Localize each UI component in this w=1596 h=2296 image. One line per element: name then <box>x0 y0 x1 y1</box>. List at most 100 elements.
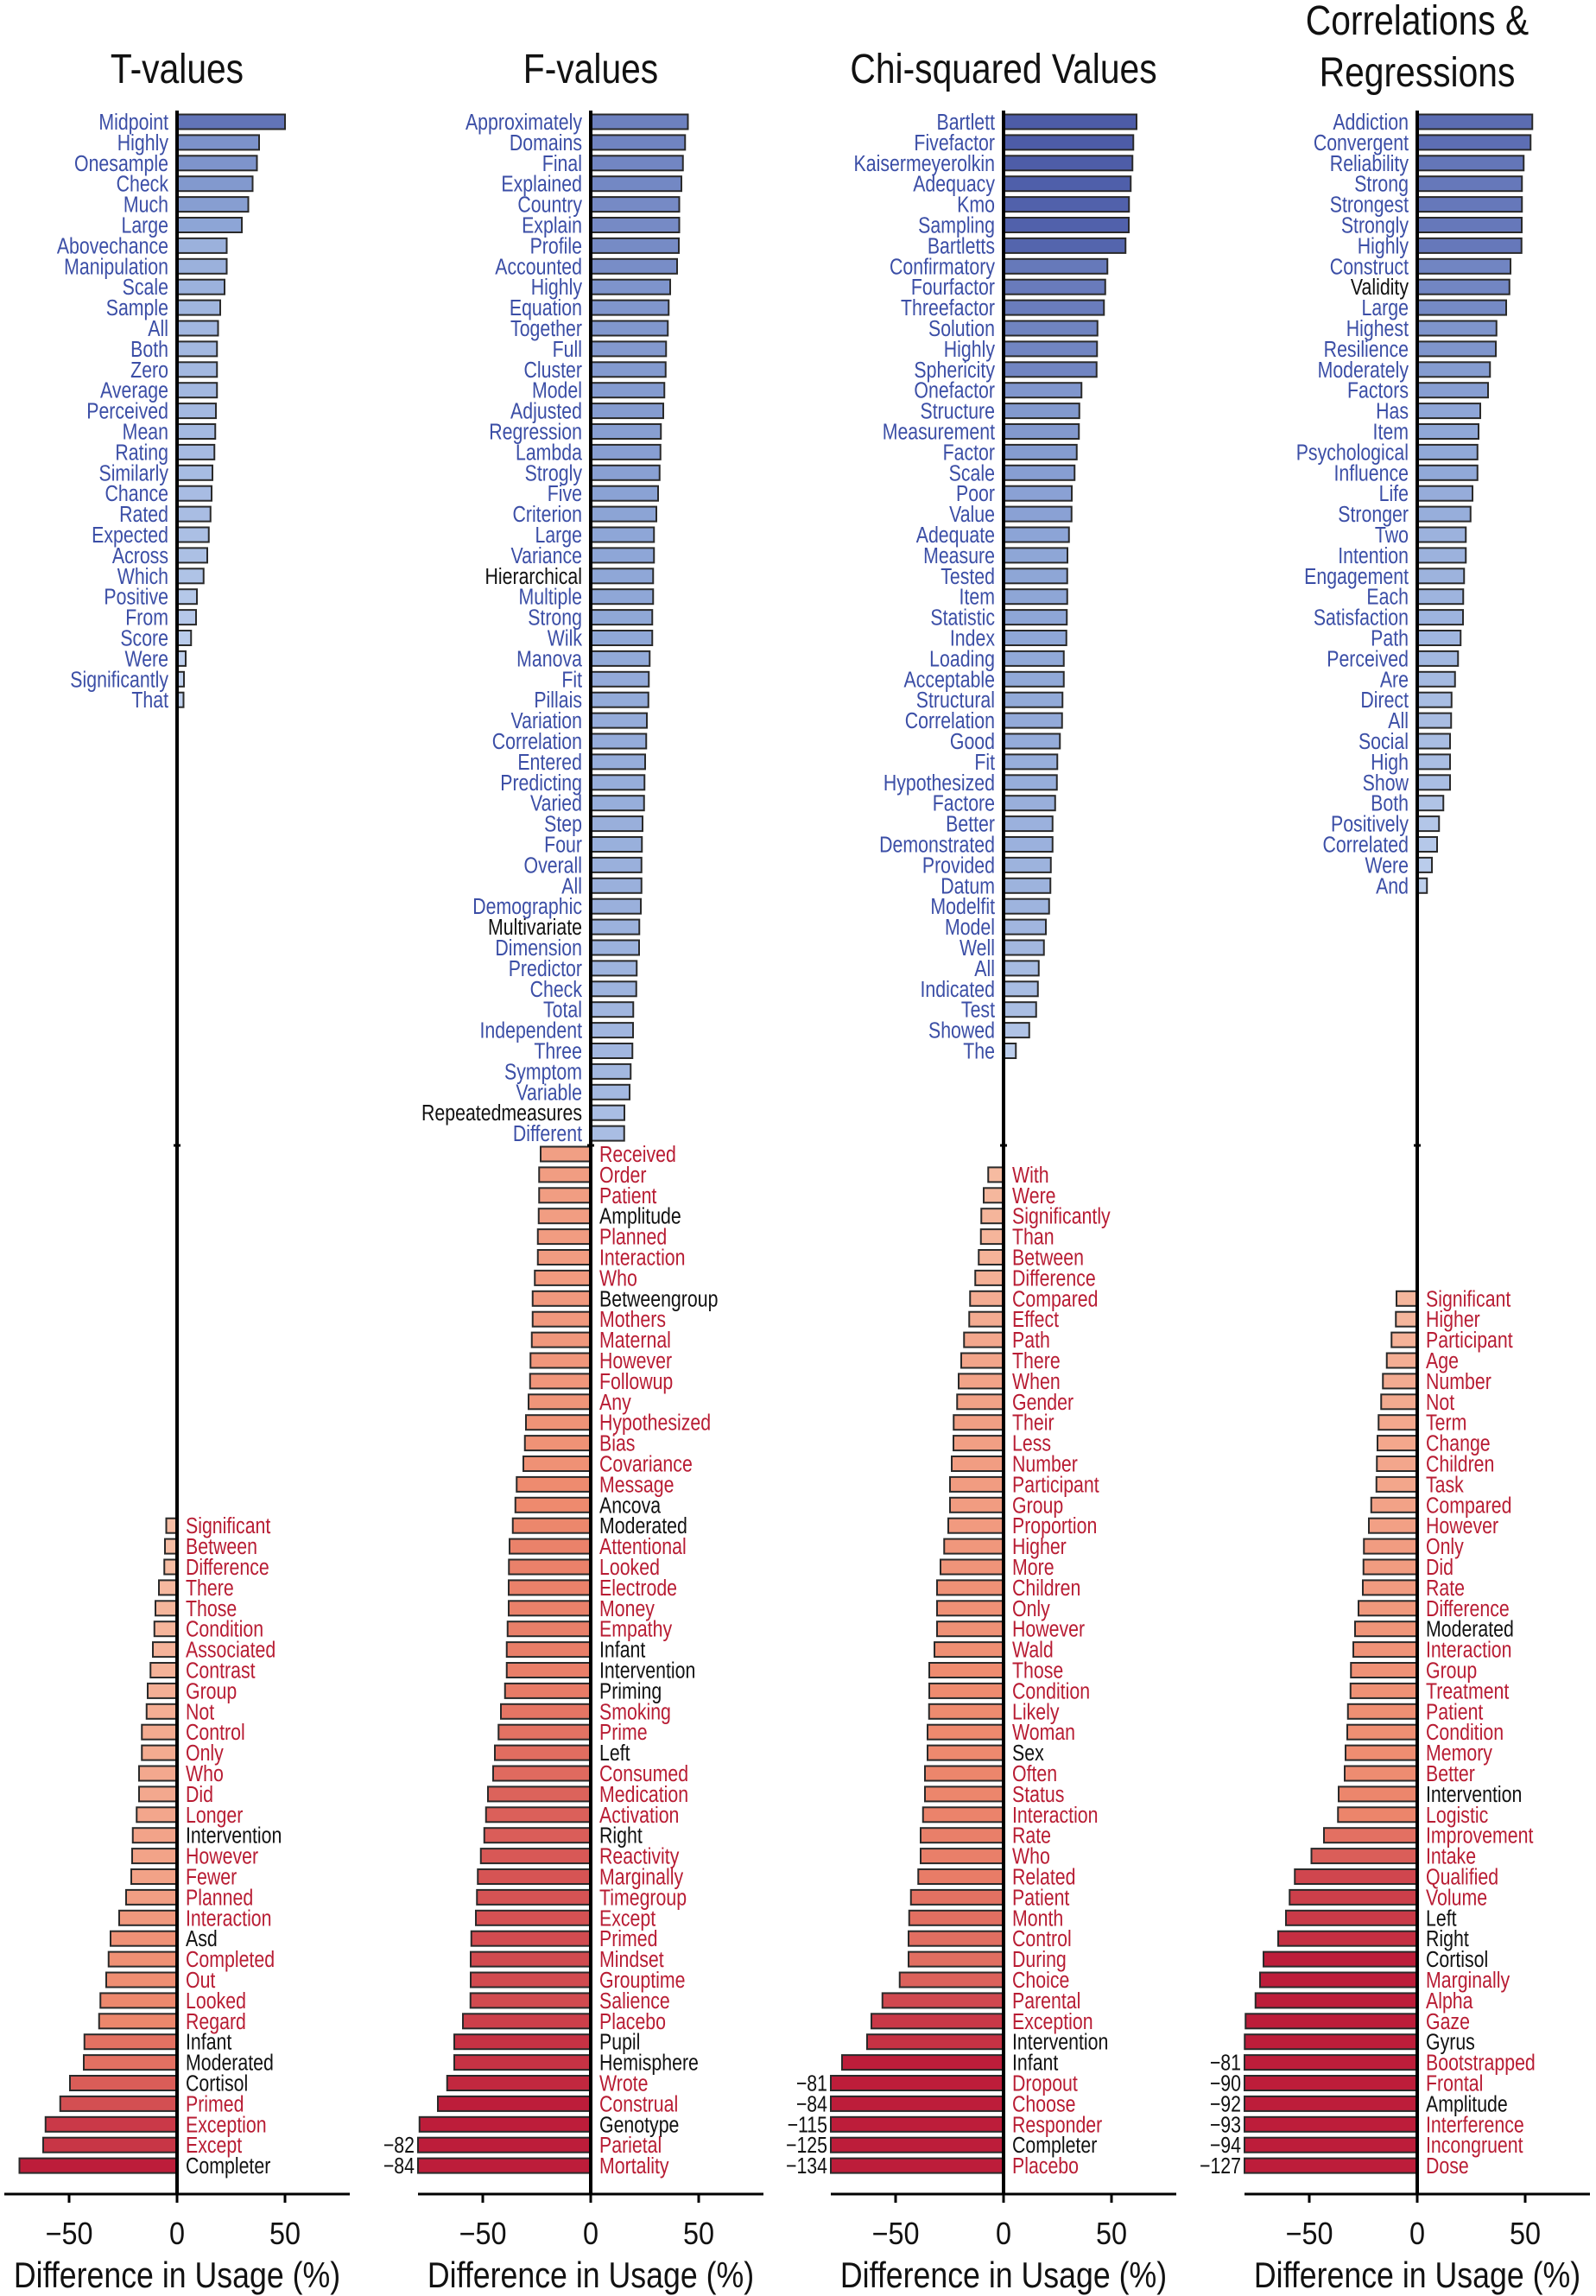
bar-positive <box>1003 691 1064 708</box>
bar-label: Large <box>1361 295 1409 321</box>
bar-row-negative: Patient <box>538 1183 657 1208</box>
bar-label: Significantly <box>1012 1204 1111 1230</box>
bar-negative <box>530 1331 592 1348</box>
bar-row-positive: Construct <box>1330 254 1511 280</box>
bar-positive <box>1416 609 1464 626</box>
bar-positive <box>590 1104 625 1121</box>
bar-label: Woman <box>1012 1720 1075 1746</box>
bar-label: Highly <box>1358 233 1409 259</box>
bar-label: Much <box>124 193 168 219</box>
bar-row-negative: Who <box>534 1265 637 1291</box>
bar-row-positive: Bartletts <box>928 233 1127 259</box>
bar-negative <box>42 2136 178 2153</box>
bar-row-negative: Medication <box>487 1782 688 1807</box>
bar-row-positive: Manova <box>516 646 651 672</box>
bar-label: Status <box>1012 1782 1065 1808</box>
bar-row-positive: Were <box>1365 853 1433 878</box>
bar-positive <box>1003 155 1134 172</box>
bar-negative <box>528 1393 592 1411</box>
bar-label: Interaction <box>1426 1638 1512 1664</box>
bar-label: Out <box>186 1968 216 1994</box>
bar-row-positive: Highly <box>1358 233 1523 259</box>
bar-positive <box>1416 257 1511 275</box>
bar-negative <box>908 1950 1004 1968</box>
bar-row-positive: Indicated <box>920 977 1039 1002</box>
bar-positive <box>1003 134 1135 151</box>
bar-negative <box>536 1249 592 1265</box>
bar-row-negative: Difference <box>974 1265 1096 1291</box>
bar-label: Betweengroup <box>599 1286 718 1312</box>
bar-positive <box>1416 774 1451 791</box>
clipped-value-label: −115 <box>788 2112 827 2138</box>
bar-label: Moderated <box>1426 1617 1514 1643</box>
bar-row-negative: Mothers <box>531 1307 666 1333</box>
bar-label: Together <box>510 316 582 342</box>
bar-row-negative: Higher <box>943 1534 1067 1560</box>
bar-positive <box>176 609 197 626</box>
bar-row-negative: Associated <box>152 1638 276 1663</box>
bar-negative <box>1244 2075 1418 2091</box>
bar-row-negative: With <box>987 1163 1049 1188</box>
bar-negative <box>963 1331 1004 1348</box>
clipped-value-label: −82 <box>383 2133 415 2159</box>
x-axis-label: Difference in Usage (%) <box>428 2255 754 2295</box>
bar-negative <box>1338 1785 1418 1803</box>
bar-row-negative: Gender <box>956 1390 1074 1415</box>
panel-title: T-values <box>111 47 244 92</box>
bar-negative <box>1378 1414 1418 1431</box>
bar-label: Prime <box>599 1720 648 1746</box>
bar-positive <box>1416 712 1453 729</box>
bar-label: There <box>1012 1348 1061 1374</box>
bar-label: Cortisol <box>186 2071 248 2097</box>
bar-label: Check <box>530 977 583 1003</box>
bar-label: Difference <box>1426 1596 1510 1622</box>
bar-row-negative: Path <box>963 1328 1050 1354</box>
bar-positive <box>590 299 670 316</box>
bar-label: Model <box>532 378 582 404</box>
bar-positive <box>176 196 250 213</box>
bar-row-negative: Number <box>951 1452 1078 1477</box>
bar-negative <box>158 1579 178 1596</box>
bar-negative <box>534 1269 592 1286</box>
bar-label: Were <box>1012 1183 1056 1209</box>
bar-label: Change <box>1426 1431 1491 1457</box>
bar-positive <box>1003 795 1056 812</box>
bar-label: Country <box>517 193 582 219</box>
bar-label: Hemisphere <box>599 2051 699 2077</box>
bar-row-positive: Pillais <box>534 688 649 714</box>
bar-label: Moderated <box>599 1513 687 1539</box>
bar-row-negative: Interference −93 <box>1210 2112 1524 2138</box>
bar-negative <box>505 1641 592 1659</box>
bar-negative <box>1350 1662 1418 1678</box>
bar-positive <box>1416 134 1532 151</box>
bar-positive <box>590 650 651 667</box>
bar-label: Explain <box>522 213 582 239</box>
bar-negative <box>138 1785 178 1803</box>
bar-positive <box>590 1062 632 1080</box>
bar-row-positive: Check <box>117 172 254 197</box>
bar-label: Show <box>1363 771 1409 796</box>
bar-label: Contrast <box>186 1659 256 1684</box>
bar-row-positive: Multivariate <box>488 915 641 941</box>
bar-row-positive: Adjusted <box>510 399 664 424</box>
bar-negative <box>531 1290 592 1307</box>
bar-row-negative: Cortisol <box>69 2071 248 2097</box>
bar-row-negative: Better <box>1344 1761 1475 1787</box>
bar-label: Better <box>1426 1761 1475 1787</box>
bar-negative <box>537 1208 592 1225</box>
bar-row-positive: Addiction <box>1333 110 1534 136</box>
bar-row-negative: Looked <box>508 1555 660 1581</box>
bar-row-negative: Control <box>908 1926 1072 1952</box>
bar-label: Step <box>544 812 582 838</box>
bar-negative <box>830 2136 1004 2153</box>
x-tick-label: −50 <box>46 2217 93 2251</box>
bar-row-negative: Looked <box>99 1988 246 2014</box>
bar-row-positive: Influence <box>1333 460 1479 486</box>
bar-label: Cortisol <box>1426 1947 1488 1973</box>
bar-label: Acceptable <box>904 667 995 693</box>
bar-row-negative: Longer <box>136 1803 243 1828</box>
bar-positive <box>590 733 648 750</box>
bar-label: Lambda <box>516 440 583 466</box>
bar-label: Approximately <box>466 110 582 136</box>
bar-row-positive: Explain <box>522 213 681 239</box>
